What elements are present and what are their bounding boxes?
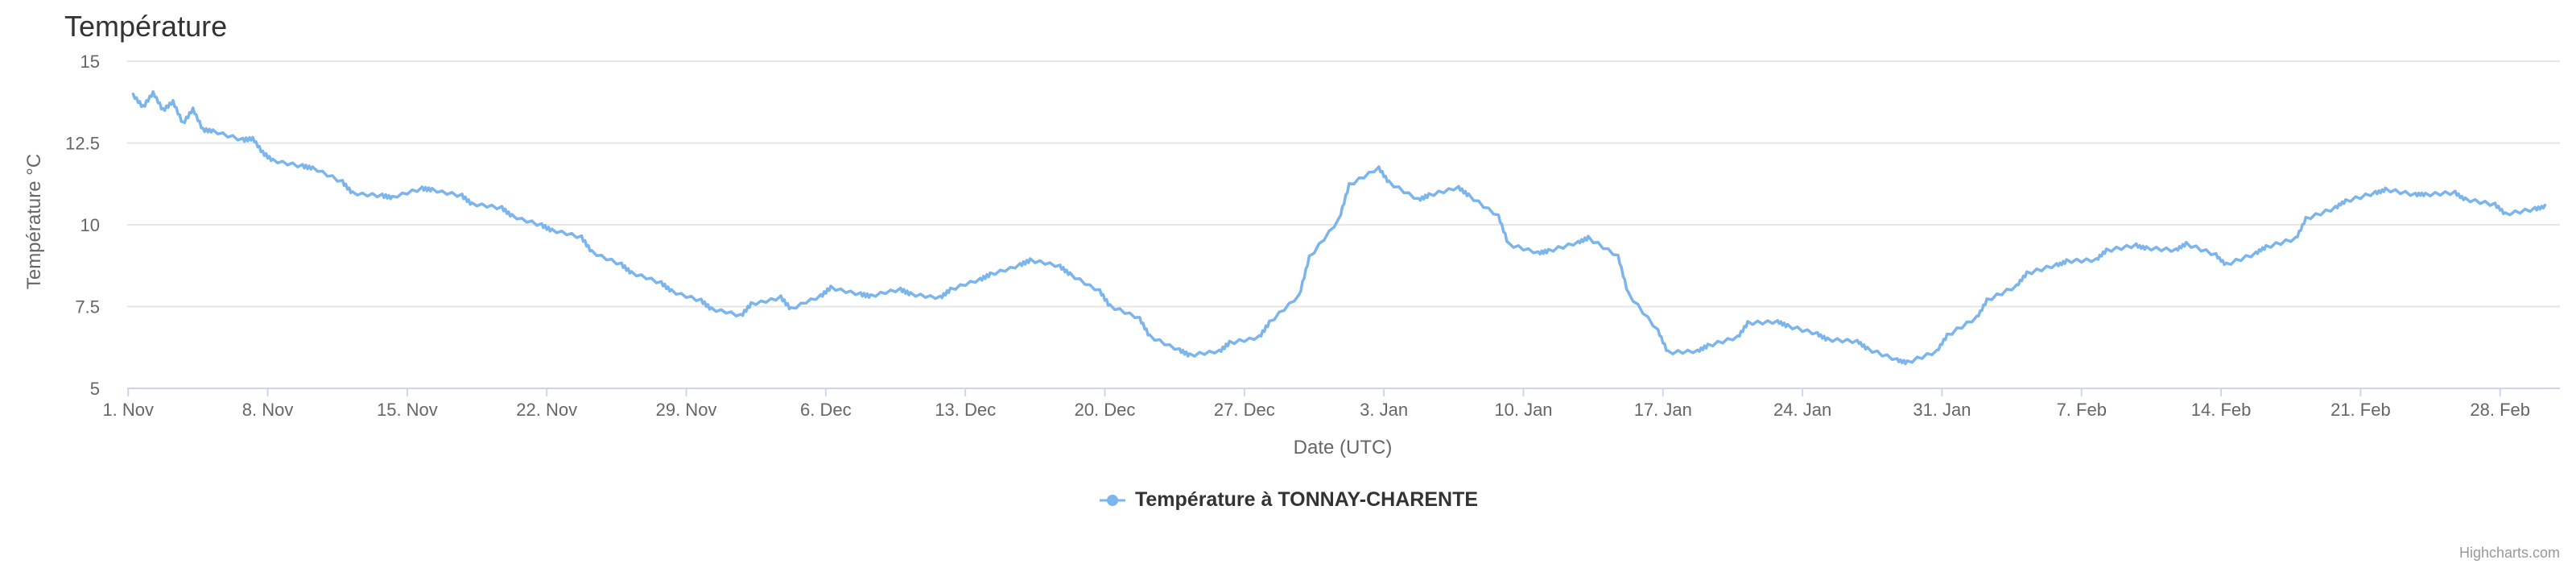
x-tick-label: 29. Nov [656,400,717,420]
x-tick-label: 6. Dec [800,400,852,420]
x-tick-label: 1. Nov [102,400,154,420]
legend: Température à TONNAY-CHARENTE [0,488,2576,512]
x-tick-label: 7. Feb [2057,400,2107,420]
x-tick-label: 27. Dec [1214,400,1275,420]
x-tick-label: 13. Dec [935,400,996,420]
x-tick-label: 31. Jan [1913,400,1971,420]
x-tick-label: 3. Jan [1360,400,1408,420]
grid-lines [127,60,2560,389]
x-tick-label: 14. Feb [2191,400,2252,420]
x-tick-label: 22. Nov [516,400,577,420]
x-axis: 1. Nov 8. Nov 15. Nov 22. Nov 29. Nov 6. Dec 1… [102,388,2530,420]
y-tick-label: 5 [90,379,100,399]
y-tick-label: 15 [80,52,100,72]
y-tick-label: 12.5 [65,134,100,154]
x-tick-label: 24. Jan [1773,400,1831,420]
legend-item[interactable]: Température à TONNAY-CHARENTE [1098,488,1478,512]
series-layer [131,89,2547,366]
chart-title: Température [64,10,228,43]
y-axis-title: Température °C [23,154,45,289]
x-axis-title: Date (UTC) [1294,437,1393,458]
credits-link[interactable]: Highcharts.com [2458,545,2560,561]
legend-label: Température à TONNAY-CHARENTE [1134,488,1479,511]
x-tick-label: 10. Jan [1494,400,1552,420]
y-tick-label: 7.5 [75,297,100,317]
y-axis: 5 7.5 10 12.5 15 [65,52,100,399]
x-tick-label: 28. Feb [2470,400,2530,420]
legend-marker-icon [1099,494,1125,506]
x-tick-label: 8. Nov [242,400,294,420]
x-tick-label: 21. Feb [2330,400,2391,420]
series-line[interactable] [131,89,2547,366]
x-tick-label: 17. Jan [1634,400,1692,420]
x-tick-label: 15. Nov [377,400,438,420]
y-tick-label: 10 [80,215,100,235]
x-tick-label: 20. Dec [1075,400,1136,420]
